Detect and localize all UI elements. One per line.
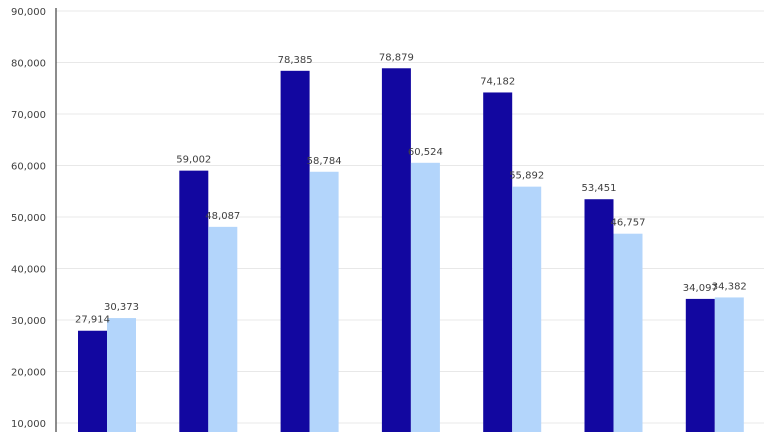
bar <box>714 297 744 432</box>
y-tick-label: 30,000 <box>11 316 46 327</box>
bar <box>512 186 542 432</box>
y-tick-label: 40,000 <box>11 265 46 276</box>
data-label: 55,892 <box>509 171 544 182</box>
y-tick-label: 50,000 <box>11 213 46 224</box>
data-label: 48,087 <box>205 211 240 222</box>
data-label: 59,002 <box>176 155 211 166</box>
data-label: 74,182 <box>480 76 515 87</box>
bar <box>613 233 643 432</box>
data-label: 27,914 <box>75 315 110 326</box>
y-axis-tick-labels: 10,000 20,000 30,000 40,000 50,000 60,000 70,0… <box>11 7 46 430</box>
bar <box>483 92 513 432</box>
bar <box>280 70 310 432</box>
y-tick-label: 80,000 <box>11 59 46 70</box>
y-tick-label: 60,000 <box>11 162 46 173</box>
data-label: 34,382 <box>712 281 747 292</box>
bar <box>208 226 238 432</box>
data-label: 60,524 <box>408 147 443 158</box>
y-tick-label: 10,000 <box>11 419 46 430</box>
y-tick-label: 70,000 <box>11 110 46 121</box>
bar <box>381 68 411 432</box>
data-label: 78,879 <box>379 52 414 63</box>
bar <box>309 171 339 432</box>
bar <box>410 162 440 432</box>
data-label: 34,097 <box>683 283 718 294</box>
data-labels: 27,914 30,373 59,002 48,087 78,385 58,784 78,8… <box>75 52 747 325</box>
bar <box>107 318 136 432</box>
bar <box>179 170 209 432</box>
data-label: 30,373 <box>104 302 139 313</box>
bar <box>685 298 715 432</box>
data-label: 58,784 <box>307 156 342 167</box>
bar <box>584 199 614 432</box>
data-label: 78,385 <box>278 55 313 66</box>
bar <box>78 330 107 432</box>
data-label: 53,451 <box>582 183 617 194</box>
bars <box>78 68 744 432</box>
y-tick-label: 90,000 <box>11 7 46 18</box>
data-label: 46,757 <box>611 218 646 229</box>
y-tick-label: 20,000 <box>11 368 46 379</box>
